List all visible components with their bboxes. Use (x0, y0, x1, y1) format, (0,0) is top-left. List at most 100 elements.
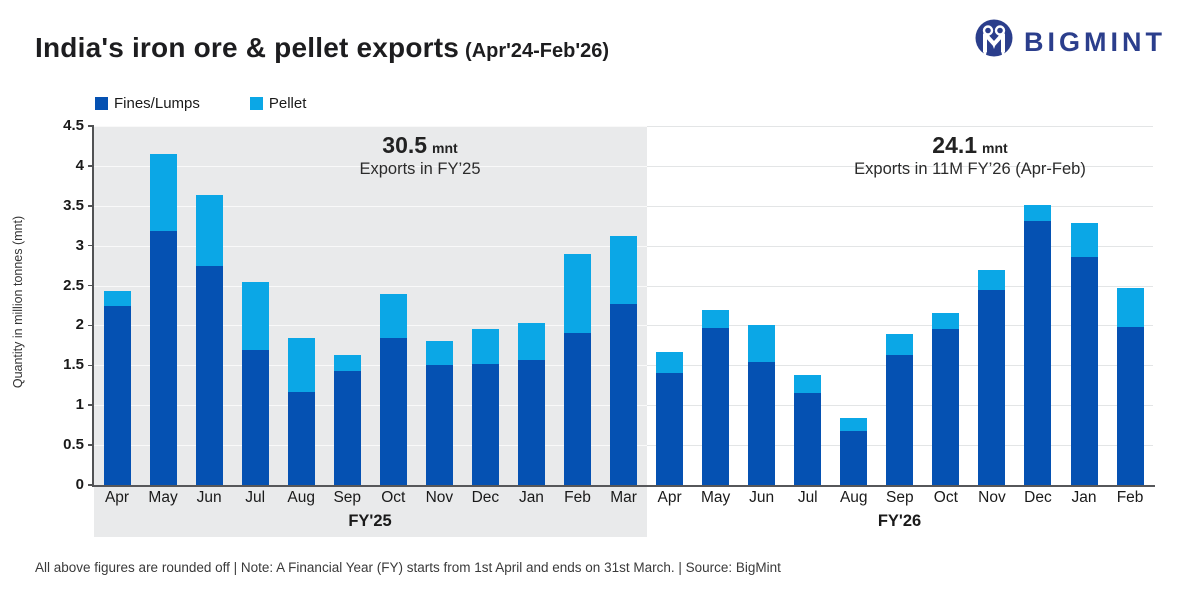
bar-slot-fy26-feb (1107, 126, 1153, 485)
y-tick (88, 284, 93, 287)
grid-line (94, 205, 647, 207)
stacked-bar (978, 270, 1006, 485)
pellet-segment (748, 325, 776, 363)
page-title-suffix: (Apr'24-Feb'26) (465, 40, 610, 62)
stacked-bar (425, 341, 453, 485)
stacked-bar (1070, 223, 1098, 485)
pellet-segment (287, 338, 315, 392)
fines-lumps-segment (149, 231, 177, 485)
stacked-bar (333, 354, 361, 485)
legend-label: Pellet (268, 95, 307, 112)
fy26-annotation-caption: Exports in 11M FY’26 (Apr-Feb) (854, 160, 1086, 178)
month-label: Aug (287, 489, 315, 506)
pellet-segment (1070, 223, 1098, 257)
grid-line (94, 165, 647, 167)
legend-item-fines-lumps: Fines/Lumps (95, 95, 200, 112)
grid-line (94, 126, 647, 127)
bar-slot-fy26-nov (969, 126, 1015, 485)
y-tick (88, 404, 93, 406)
y-tick-label: 1.5 (63, 356, 84, 374)
y-tick-label: 0.5 (63, 436, 84, 454)
y-tick (88, 165, 93, 167)
grid-line (94, 405, 647, 407)
fy26-total-unit: mnt (982, 140, 1008, 156)
fy25-highlight-band (94, 126, 647, 537)
fines-lumps-segment (932, 329, 960, 485)
bar-slot-fy25-jan (508, 126, 554, 485)
y-tick (88, 444, 93, 446)
stacked-bar (794, 374, 822, 485)
fines-lumps-segment (103, 305, 131, 485)
y-tick (88, 244, 93, 247)
fy25-total-value: 30.5 (382, 132, 428, 158)
bar-slot-fy26-jan (1061, 126, 1107, 485)
month-label: Jan (518, 489, 544, 506)
pellet-segment (333, 354, 361, 371)
y-tick (88, 324, 93, 327)
bigmint-logo-icon (974, 18, 1014, 67)
stacked-bar (886, 334, 914, 485)
fines-lumps-segment (287, 391, 315, 485)
stacked-bar (656, 351, 684, 485)
bar-slot-fy26-sep (877, 126, 923, 485)
brand-name: BIGMINT (1024, 27, 1166, 57)
pellet-segment (563, 254, 591, 334)
month-label: Jun (749, 489, 775, 506)
bar-slot-fy25-nov (416, 126, 462, 485)
stacked-bar (610, 236, 638, 485)
month-label: Mar (610, 489, 637, 506)
pellet-segment (610, 236, 638, 304)
brand-logo: BIGMINT (974, 18, 1166, 67)
month-label: Nov (978, 489, 1006, 506)
fines-lumps-segment (195, 266, 223, 485)
pellet-segment (1116, 287, 1144, 327)
fines-lumps-segment (241, 350, 269, 485)
month-label: Oct (933, 489, 958, 506)
fines-lumps-segment (840, 430, 868, 485)
pellet-segment (978, 270, 1006, 291)
pellet-segment (195, 195, 223, 267)
stacked-bar (149, 153, 177, 485)
bar-slot-fy26-jul (785, 126, 831, 485)
month-label: Nov (425, 489, 454, 506)
pellet-segment (149, 153, 177, 232)
month-label: Dec (1024, 489, 1052, 506)
month-label: Apr (657, 489, 682, 506)
fy25-annotation-caption: Exports in FY’25 (359, 160, 481, 178)
fy26-annotation: 24.1 mnt Exports in 11M FY’26 (Apr-Feb) (854, 132, 1086, 179)
fines-lumps-swatch-icon (95, 97, 108, 110)
fines-lumps-segment (610, 303, 638, 485)
stacked-bar (195, 195, 223, 485)
bar-slot-fy25-jun (186, 126, 232, 485)
y-tick-label: 0 (75, 476, 84, 493)
bars-container (94, 126, 1153, 485)
fy26-group-label: FY'26 (877, 512, 922, 530)
fy25-group-label: FY'25 (348, 512, 392, 530)
y-axis-title: Quantity in million tonnes (mnt) (11, 215, 25, 389)
bar-slot-fy25-feb (554, 126, 600, 485)
month-label: Sep (333, 489, 362, 506)
pellet-segment (886, 334, 914, 355)
pellet-swatch-icon (249, 97, 263, 110)
pellet-segment (840, 418, 868, 431)
fines-lumps-segment (1024, 220, 1052, 485)
stacked-bar (748, 325, 776, 485)
grid-line (94, 365, 647, 367)
fines-lumps-segment (563, 333, 591, 485)
stacked-bar (1116, 287, 1144, 485)
pellet-segment (241, 282, 269, 351)
grid-line (94, 245, 647, 247)
pellet-segment (656, 351, 684, 374)
bar-slot-fy26-may (693, 126, 739, 485)
plot-area (92, 125, 1155, 537)
stacked-bar (517, 323, 545, 485)
stacked-bar (103, 291, 131, 485)
bar-slot-fy26-aug (831, 126, 877, 485)
stacked-bar (1024, 204, 1052, 485)
pellet-segment (471, 329, 499, 364)
fines-lumps-segment (978, 290, 1006, 485)
legend-item-pellet: Pellet (249, 95, 307, 112)
month-label: Jul (797, 489, 818, 506)
month-label: May (700, 489, 731, 506)
pellet-segment (379, 293, 407, 339)
